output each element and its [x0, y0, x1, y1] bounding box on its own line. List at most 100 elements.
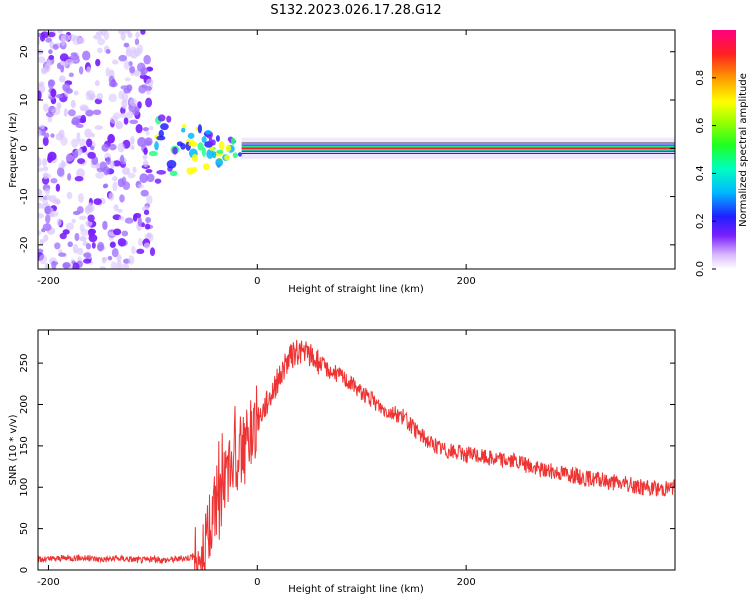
noise-blob	[38, 230, 42, 236]
noise-blob	[112, 181, 118, 192]
figure-title: S132.2023.026.17.28.G12	[270, 3, 441, 18]
noise-blob	[101, 256, 108, 262]
transition-blob	[215, 135, 220, 142]
noise-blob	[137, 217, 142, 227]
transition-blob	[157, 114, 166, 122]
noise-blob	[59, 232, 67, 240]
noise-blob	[118, 215, 125, 221]
noise-blob	[123, 117, 129, 125]
noise-blob	[38, 157, 42, 167]
noise-blob	[80, 106, 90, 112]
noise-blob	[85, 109, 94, 117]
heatmap-x-ticks: -200 0 200	[37, 30, 476, 287]
noise-blob	[74, 176, 84, 182]
transition-blob	[148, 150, 158, 157]
noise-blob	[96, 167, 106, 173]
noise-blob	[97, 47, 103, 54]
noise-blob	[42, 223, 52, 232]
noise-blob	[63, 108, 68, 117]
heatmap-y-tick-label: -20	[19, 237, 30, 253]
noise-blob	[91, 242, 96, 249]
transition-blob	[201, 147, 206, 157]
noise-blob	[145, 216, 152, 223]
noise-blob	[121, 230, 129, 237]
snr-x-tick-label: -200	[37, 577, 60, 588]
noise-blob	[131, 245, 136, 255]
noise-blob	[107, 133, 115, 144]
noise-blob	[52, 199, 61, 205]
noise-blob	[47, 79, 54, 89]
snr-x-ticks: -200 0 200	[37, 330, 476, 588]
noise-blob	[78, 215, 87, 221]
noise-blob	[145, 130, 150, 136]
noise-blob	[116, 260, 122, 269]
noise-blob	[44, 194, 51, 201]
noise-blob	[105, 67, 111, 77]
noise-blob	[140, 30, 146, 35]
noise-blob	[95, 58, 101, 67]
colorbar-ticks: 0.0 0.2 0.4 0.6 0.8	[695, 70, 716, 277]
noise-blob	[70, 52, 78, 57]
noise-blob	[117, 238, 127, 247]
noise-blob	[133, 69, 140, 77]
snr-frame	[37, 329, 676, 571]
noise-blob	[85, 243, 92, 250]
heatmap-y-axis-label: Frequency (Hz)	[8, 112, 19, 188]
noise-blob	[132, 166, 137, 173]
noise-blob	[140, 222, 145, 228]
noise-blob	[146, 90, 151, 95]
noise-blob	[135, 31, 141, 39]
noise-blob	[129, 98, 138, 107]
noise-blob	[101, 143, 109, 152]
noise-blob	[68, 72, 74, 78]
noise-blob	[77, 158, 86, 164]
noise-blob	[142, 159, 149, 168]
transition-blob	[188, 141, 198, 147]
noise-blob	[83, 252, 92, 258]
noise-blob	[103, 183, 109, 188]
noise-blob	[115, 121, 124, 130]
noise-blob	[67, 241, 73, 248]
transition-blob	[206, 149, 214, 159]
snr-x-tick-label: 0	[254, 577, 260, 588]
noise-blob	[58, 75, 66, 83]
heatmap-frame	[37, 29, 676, 270]
noise-blob	[123, 60, 130, 70]
noise-blob	[97, 244, 105, 251]
noise-blob	[72, 210, 81, 216]
transition-blob	[205, 129, 212, 135]
colorbar-tick-label: 0.2	[695, 213, 706, 229]
noise-blob	[39, 238, 45, 246]
noise-blob	[118, 54, 128, 62]
noise-blob	[109, 116, 118, 124]
noise-blob	[60, 64, 65, 73]
transition-blob	[191, 153, 198, 162]
noise-blob	[48, 49, 53, 55]
transition-blob	[215, 158, 224, 167]
noise-blob	[45, 111, 54, 118]
noise-blob	[39, 254, 48, 265]
noise-blob	[139, 173, 149, 184]
snr-y-tick-label: 150	[19, 436, 30, 455]
transition-blob	[181, 123, 187, 129]
noise-blob	[96, 93, 104, 100]
noise-blob	[110, 261, 118, 269]
snr-chart: -200 0 200 0 50 100 150 200 250 Height of strai…	[8, 329, 676, 595]
noise-blob	[58, 129, 65, 139]
noise-blob	[78, 66, 84, 75]
noise-blob	[142, 154, 148, 160]
transition-blob	[212, 151, 217, 159]
noise-blob	[47, 106, 57, 113]
noise-blob	[129, 119, 139, 125]
noise-blob	[73, 90, 79, 96]
noise-blob	[129, 66, 136, 74]
noise-blob	[52, 44, 59, 50]
noise-blob	[124, 217, 134, 224]
noise-blob	[62, 262, 70, 269]
transition-blob	[202, 163, 210, 171]
noise-blob	[90, 145, 95, 151]
transition-blob	[187, 132, 195, 139]
noise-blob	[121, 167, 131, 175]
snr-y-tick-label: 100	[19, 478, 30, 497]
noise-blob	[86, 66, 92, 74]
